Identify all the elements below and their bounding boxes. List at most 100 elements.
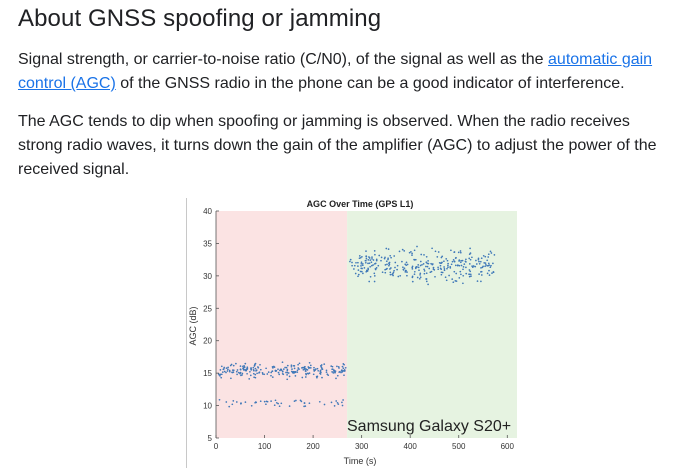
data-point: [451, 260, 454, 263]
data-point: [304, 370, 307, 372]
data-point: [411, 280, 414, 283]
data-point: [381, 271, 384, 274]
data-point: [285, 366, 288, 369]
data-point: [370, 261, 373, 264]
data-point: [306, 372, 309, 375]
data-point: [446, 259, 449, 262]
data-point: [399, 274, 402, 277]
data-point: [414, 266, 417, 269]
data-point: [365, 270, 368, 273]
data-point: [241, 372, 244, 375]
data-point: [271, 376, 274, 378]
data-point: [452, 259, 455, 261]
data-point: [266, 373, 269, 375]
data-point: [280, 402, 283, 405]
data-point: [425, 265, 427, 268]
data-point: [272, 365, 275, 368]
data-point: [217, 373, 220, 375]
data-point: [286, 364, 289, 367]
data-point: [231, 403, 234, 406]
data-point: [492, 271, 495, 273]
data-point: [263, 400, 266, 403]
data-point: [427, 262, 430, 265]
data-point: [469, 270, 472, 273]
data-point: [361, 262, 364, 265]
data-point: [389, 273, 392, 276]
data-point: [341, 365, 344, 368]
data-point: [408, 251, 411, 254]
data-point: [486, 259, 489, 262]
data-point: [330, 365, 333, 367]
data-point: [397, 275, 400, 278]
data-point: [270, 400, 272, 402]
data-point: [249, 374, 252, 377]
data-point: [293, 400, 296, 402]
paragraph-agc-dip: The AGC tends to dip when spoofing or ja…: [18, 113, 657, 178]
data-point: [462, 266, 465, 268]
data-point: [411, 254, 413, 256]
data-point: [256, 372, 258, 375]
data-point: [248, 378, 251, 380]
data-point: [244, 362, 247, 365]
data-point: [484, 255, 487, 258]
data-point: [425, 261, 428, 264]
data-point: [263, 373, 266, 376]
data-point: [411, 268, 414, 270]
data-point: [446, 267, 448, 270]
data-point: [404, 271, 407, 273]
data-point: [431, 247, 433, 250]
data-point: [480, 257, 483, 260]
data-point: [489, 266, 492, 269]
data-point: [455, 280, 458, 282]
data-point: [369, 265, 372, 268]
data-point: [249, 370, 251, 373]
data-point: [477, 257, 480, 260]
data-point: [371, 258, 373, 260]
agc-link[interactable]: automatic gain control (AGC): [18, 51, 653, 92]
data-point: [312, 373, 315, 376]
data-point: [368, 262, 371, 265]
data-point: [423, 254, 425, 256]
data-point: [458, 264, 461, 267]
x-tick-label: 400: [404, 442, 418, 451]
data-point: [326, 373, 329, 376]
data-point: [357, 265, 359, 267]
data-point: [460, 273, 462, 276]
data-point: [349, 258, 352, 261]
data-point: [453, 260, 456, 263]
data-point: [475, 259, 477, 262]
data-point: [357, 273, 360, 276]
data-point: [441, 271, 444, 274]
data-point: [440, 273, 443, 276]
data-point: [468, 263, 471, 265]
data-point: [457, 251, 460, 254]
data-point: [318, 400, 321, 403]
data-point: [449, 265, 452, 268]
data-point: [341, 404, 344, 407]
data-point: [331, 371, 333, 373]
data-point: [297, 367, 300, 369]
data-point: [465, 266, 467, 269]
data-point: [365, 257, 368, 260]
data-point: [422, 263, 425, 265]
data-point: [337, 365, 340, 368]
data-point: [305, 368, 308, 371]
data-point: [353, 264, 356, 267]
data-point: [253, 376, 255, 379]
data-point: [239, 365, 242, 367]
y-tick-label: 5: [208, 434, 213, 443]
data-point: [359, 270, 362, 273]
data-point: [301, 367, 303, 369]
data-point: [375, 267, 378, 269]
data-point: [304, 376, 307, 378]
data-point: [454, 257, 457, 259]
data-point: [250, 367, 252, 369]
data-point: [331, 365, 334, 368]
data-point: [285, 371, 287, 374]
data-point: [440, 268, 443, 271]
data-point: [425, 280, 428, 283]
data-point: [232, 364, 235, 367]
data-point: [425, 255, 428, 258]
data-point: [478, 260, 480, 263]
data-point: [485, 263, 487, 266]
